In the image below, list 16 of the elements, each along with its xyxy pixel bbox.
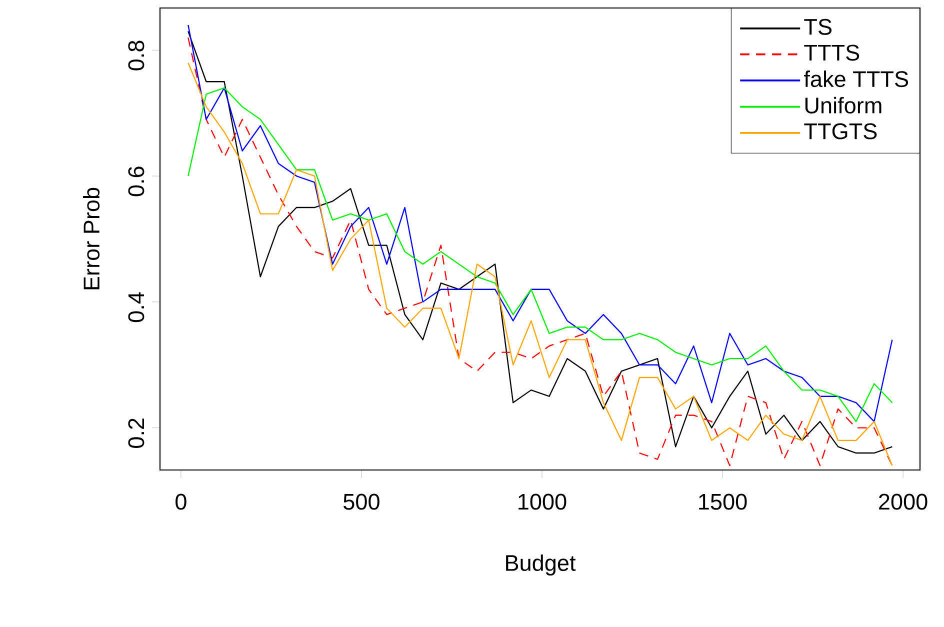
x-tick-label: 2000 <box>879 494 928 510</box>
y-tick-label: 0.6 <box>128 166 144 196</box>
x-tick-label: 1000 <box>518 494 566 510</box>
x-tick-label: 0 <box>176 494 186 510</box>
y-tick-label: 0.2 <box>128 418 144 448</box>
legend-label: Uniform <box>805 96 882 114</box>
y-axis-title: Error Prob <box>82 188 100 290</box>
y-tick-label: 0.8 <box>128 40 144 70</box>
legend-label: fake TTTS <box>804 70 908 88</box>
legend-label: TTGTS <box>804 123 877 140</box>
x-axis-title: Budget <box>506 554 576 576</box>
legend-label: TS <box>804 18 832 35</box>
x-tick-label: 1500 <box>699 494 747 510</box>
y-tick-label: 0.4 <box>128 292 144 322</box>
x-tick-label: 500 <box>344 494 380 510</box>
legend-label: TTTS <box>804 44 860 61</box>
